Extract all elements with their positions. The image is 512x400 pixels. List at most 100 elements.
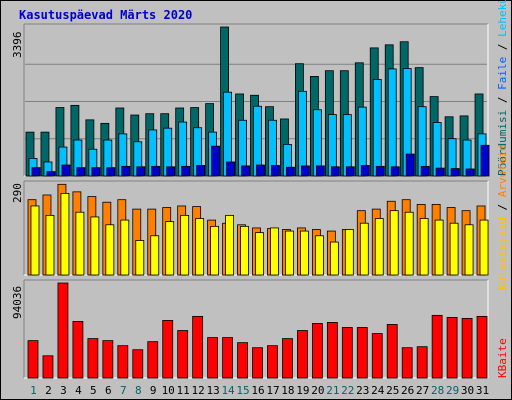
bar-kulastajaid-day-26 xyxy=(404,211,414,276)
bar-kulastajaid-day-18 xyxy=(285,230,294,276)
bar-kbytes-day-2 xyxy=(42,355,54,379)
bar-kulastajaid-day-29 xyxy=(449,222,459,276)
bar-kulastajaid-day-2 xyxy=(45,214,55,276)
bar-pages-day-22 xyxy=(345,166,355,177)
bar-pages-day-30 xyxy=(465,168,475,177)
bar-kulastajaid-day-19 xyxy=(300,230,309,276)
bar-kbytes-day-11 xyxy=(177,330,189,379)
bar-kbytes-day-9 xyxy=(147,341,159,379)
legend-middle-segment: / xyxy=(496,197,509,218)
bar-kulastajaid-day-6 xyxy=(105,224,115,276)
bar-kbytes-day-5 xyxy=(87,338,99,379)
bar-pages-day-23 xyxy=(360,165,370,177)
bar-pages-day-18 xyxy=(286,166,295,177)
bar-kulastajaid-day-17 xyxy=(270,227,279,276)
bar-kbytes-day-16 xyxy=(252,347,263,379)
bar-kbytes-day-31 xyxy=(476,315,488,379)
legend-top-segment: / xyxy=(496,36,509,57)
legend-top-segment: Faile xyxy=(496,56,509,90)
bar-kbytes-day-25 xyxy=(386,324,398,379)
bar-kulastajaid-day-30 xyxy=(464,224,474,276)
bar-files-day-24 xyxy=(372,79,382,177)
bar-kbytes-day-29 xyxy=(446,316,458,379)
bar-kulastajaid-day-21 xyxy=(329,241,339,276)
bar-kulastajaid-day-10 xyxy=(165,221,175,276)
bar-pages-day-19 xyxy=(301,165,310,177)
bar-files-day-27 xyxy=(417,106,427,177)
bar-pages-day-2 xyxy=(46,171,56,177)
x-tick-day-15: 15 xyxy=(236,384,249,397)
bar-kbytes-day-1 xyxy=(27,340,39,379)
chart-title: Kasutuspäevad Märts 2020 xyxy=(19,8,193,22)
bar-kulastajaid-day-5 xyxy=(90,216,100,276)
bar-kulastajaid-day-28 xyxy=(434,219,444,276)
y-max-label-bottom: 94036 xyxy=(11,285,24,319)
right-legend: Pöördumisi / Faile / Lehekülgi Külastajai… xyxy=(494,0,510,380)
bar-kbytes-day-22 xyxy=(341,327,353,379)
x-tick-day-28: 28 xyxy=(431,384,444,397)
legend-middle: Külastajaid / Arvuteid xyxy=(496,144,509,290)
x-tick-day-25: 25 xyxy=(386,384,399,397)
bar-pages-day-21 xyxy=(330,166,340,177)
x-tick-day-8: 8 xyxy=(135,384,142,397)
y-max-label-middle: 290 xyxy=(11,183,24,203)
x-tick-day-12: 12 xyxy=(192,384,205,397)
bar-kbytes-day-17 xyxy=(267,345,278,379)
bar-kbytes-day-19 xyxy=(297,330,308,379)
bar-pages-day-13 xyxy=(211,145,221,177)
bar-pages-day-3 xyxy=(61,164,71,177)
bar-pages-day-10 xyxy=(166,166,176,177)
bar-pages-day-11 xyxy=(181,165,191,177)
x-tick-day-18: 18 xyxy=(281,384,294,397)
bar-kbytes-day-7 xyxy=(117,345,129,379)
bar-kbytes-day-13 xyxy=(207,337,219,379)
bar-pages-day-5 xyxy=(91,167,101,177)
x-tick-day-19: 19 xyxy=(296,384,309,397)
x-tick-day-24: 24 xyxy=(371,384,385,397)
x-tick-day-29: 29 xyxy=(446,384,459,397)
bar-kbytes-day-30 xyxy=(461,317,473,379)
x-tick-day-16: 16 xyxy=(251,384,264,397)
bar-kulastajaid-day-31 xyxy=(479,219,489,276)
bar-pages-day-27 xyxy=(420,165,430,177)
bar-kulastajaid-day-11 xyxy=(180,214,190,276)
bar-kulastajaid-day-24 xyxy=(374,218,384,276)
bar-kbytes-day-3 xyxy=(57,282,69,379)
bar-kbytes-day-15 xyxy=(237,342,248,379)
bar-kbytes-day-6 xyxy=(102,340,114,379)
bar-kbytes-day-10 xyxy=(162,320,174,379)
x-tick-day-13: 13 xyxy=(206,384,219,397)
bar-kbytes-day-27 xyxy=(416,346,428,379)
x-tick-day-27: 27 xyxy=(416,384,429,397)
bar-kbytes-day-26 xyxy=(401,347,413,379)
x-tick-day-17: 17 xyxy=(266,384,279,397)
legend-top-segment: / xyxy=(496,89,509,110)
x-tick-day-2: 2 xyxy=(45,384,52,397)
bar-kulastajaid-day-12 xyxy=(195,218,205,276)
bar-pages-day-6 xyxy=(106,167,116,177)
bar-kulastajaid-day-4 xyxy=(75,211,85,276)
x-tick-day-7: 7 xyxy=(120,384,127,397)
bar-kulastajaid-day-14 xyxy=(225,214,234,276)
bar-pages-day-20 xyxy=(315,165,325,177)
x-tick-day-21: 21 xyxy=(326,384,339,397)
bar-kulastajaid-day-16 xyxy=(255,232,264,276)
x-tick-day-3: 3 xyxy=(60,384,67,397)
bar-kbytes-day-24 xyxy=(371,333,383,379)
x-tick-day-30: 30 xyxy=(461,384,474,397)
bar-pages-day-28 xyxy=(435,167,445,177)
bar-kbytes-day-21 xyxy=(326,322,338,379)
bar-kulastajaid-day-15 xyxy=(240,225,249,276)
bar-kulastajaid-day-27 xyxy=(419,218,429,276)
bar-kbytes-day-18 xyxy=(282,338,293,379)
bar-pages-day-9 xyxy=(151,165,161,177)
bar-pages-day-17 xyxy=(271,165,280,177)
x-tick-day-10: 10 xyxy=(162,384,175,397)
x-tick-day-1: 1 xyxy=(30,384,37,397)
legend-bottom: KBaite xyxy=(496,338,509,378)
bar-pages-day-25 xyxy=(390,166,400,177)
bar-pages-day-31 xyxy=(480,144,490,177)
x-tick-day-14: 14 xyxy=(221,384,235,397)
x-tick-day-4: 4 xyxy=(75,384,82,397)
